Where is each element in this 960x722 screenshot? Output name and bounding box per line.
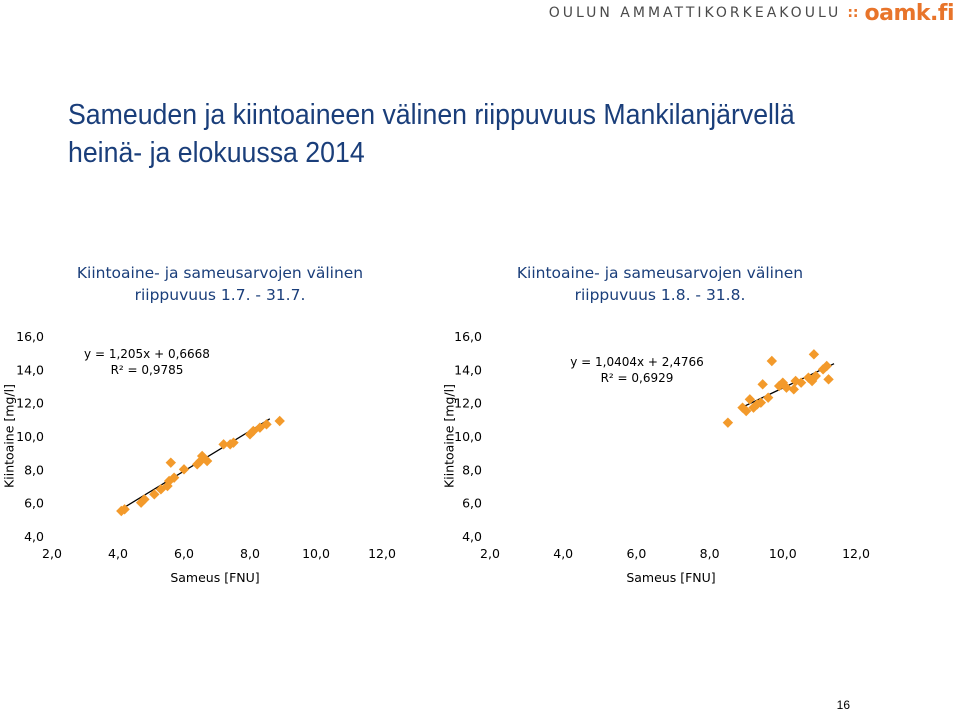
brand-separator: ::	[847, 5, 859, 21]
data-point	[195, 455, 206, 467]
x-tick-label: 10,0	[769, 546, 797, 561]
data-point	[163, 475, 175, 487]
data-point	[788, 384, 799, 395]
x-tick-label: 4,0	[553, 546, 573, 561]
chart-1-title-line-2: riippuvuus 1.7. - 31.7.	[134, 286, 306, 304]
scatter-chart-august: 4,0 6,0 8,0 10,0 12,0 14,0 16,0 2,0 4,0 6,0 8,0 10,…	[442, 329, 870, 585]
data-point	[744, 394, 756, 405]
y-tick-label: 8,0	[24, 462, 44, 477]
data-point	[823, 374, 834, 385]
y-tick-label: 12,0	[16, 396, 44, 411]
y-tick-label: 10,0	[16, 429, 44, 444]
chart-2-title: Kiintoaine- ja sameusarvojen välinen rii…	[470, 262, 850, 306]
x-axis-label: Sameus [FNU]	[626, 570, 715, 585]
data-point	[218, 439, 229, 450]
x-tick-label: 2,0	[480, 546, 500, 561]
x-tick-label: 8,0	[700, 546, 720, 561]
y-axis-label: Kiintoaine [mg/l]	[2, 384, 17, 488]
scatter-chart-july: 4,0 6,0 8,0 10,0 12,0 14,0 16,0 2,0 4,0 6,0 8,0 10,…	[2, 329, 396, 585]
y-tick-label: 10,0	[454, 429, 482, 444]
y-tick-label: 12,0	[454, 396, 482, 411]
data-point	[757, 379, 768, 390]
data-point	[168, 472, 180, 483]
y-tick-label: 14,0	[16, 362, 44, 377]
x-tick-label: 12,0	[842, 546, 870, 561]
chart-1-title-line-1: Kiintoaine- ja sameusarvojen välinen	[76, 264, 364, 282]
data-point	[149, 489, 160, 500]
data-point	[162, 480, 173, 492]
data-point	[810, 370, 821, 382]
chart-2-title-line-2: riippuvuus 1.8. - 31.8.	[574, 286, 746, 304]
trendline-equation: y = 1,205x + 0,6668	[84, 347, 210, 361]
x-axis-label: Sameus [FNU]	[170, 570, 259, 585]
y-tick-label: 16,0	[16, 329, 44, 344]
trendline-equation: y = 1,0404x + 2,4766	[570, 355, 704, 369]
y-tick-label: 4,0	[24, 529, 44, 544]
brand-header: OULUN AMMATTIKORKEAKOULU :: oamk.fi	[548, 0, 955, 26]
data-point	[795, 377, 807, 388]
data-point	[722, 417, 734, 428]
r-squared-label: R² = 0,6929	[601, 371, 674, 385]
data-point	[178, 464, 190, 475]
page-title-line-2: heinä- ja elokuussa 2014	[68, 137, 365, 169]
data-point	[261, 419, 272, 430]
data-point	[790, 375, 801, 387]
x-tick-label: 6,0	[174, 546, 194, 561]
data-point	[228, 437, 239, 448]
x-tick-label: 10,0	[302, 546, 330, 561]
page-title-line-1: Sameuden ja kiintoaineen välinen riippuv…	[68, 99, 795, 131]
x-tick-label: 2,0	[42, 546, 62, 561]
x-tick-label: 4,0	[108, 546, 128, 561]
data-point	[196, 450, 208, 462]
page-number: 16	[836, 698, 850, 712]
data-point	[808, 349, 820, 360]
oamk-logo[interactable]: oamk.fi	[864, 0, 955, 26]
y-axis-label: Kiintoaine [mg/l]	[442, 384, 457, 488]
y-tick-label: 8,0	[462, 462, 482, 477]
chart-1-title: Kiintoaine- ja sameusarvojen välinen rii…	[30, 262, 410, 306]
x-tick-label: 8,0	[240, 546, 260, 561]
y-tick-label: 16,0	[454, 329, 482, 344]
y-tick-label: 14,0	[454, 362, 482, 377]
data-point	[119, 504, 130, 515]
y-tick-label: 6,0	[24, 496, 44, 511]
chart-2-title-line-1: Kiintoaine- ja sameusarvojen välinen	[516, 264, 804, 282]
data-point	[741, 405, 752, 417]
x-tick-label: 12,0	[368, 546, 396, 561]
data-point	[165, 457, 176, 468]
x-tick-label: 6,0	[626, 546, 646, 561]
r-squared-label: R² = 0,9785	[111, 363, 184, 377]
school-name: OULUN AMMATTIKORKEAKOULU	[548, 5, 842, 21]
data-point	[201, 455, 213, 467]
y-tick-label: 4,0	[462, 529, 482, 544]
data-point	[274, 415, 285, 427]
data-point	[244, 429, 256, 440]
y-tick-label: 6,0	[462, 496, 482, 511]
data-point	[766, 355, 778, 367]
page-title: Sameuden ja kiintoaineen välinen riippuv…	[68, 96, 859, 172]
data-point	[139, 494, 150, 505]
